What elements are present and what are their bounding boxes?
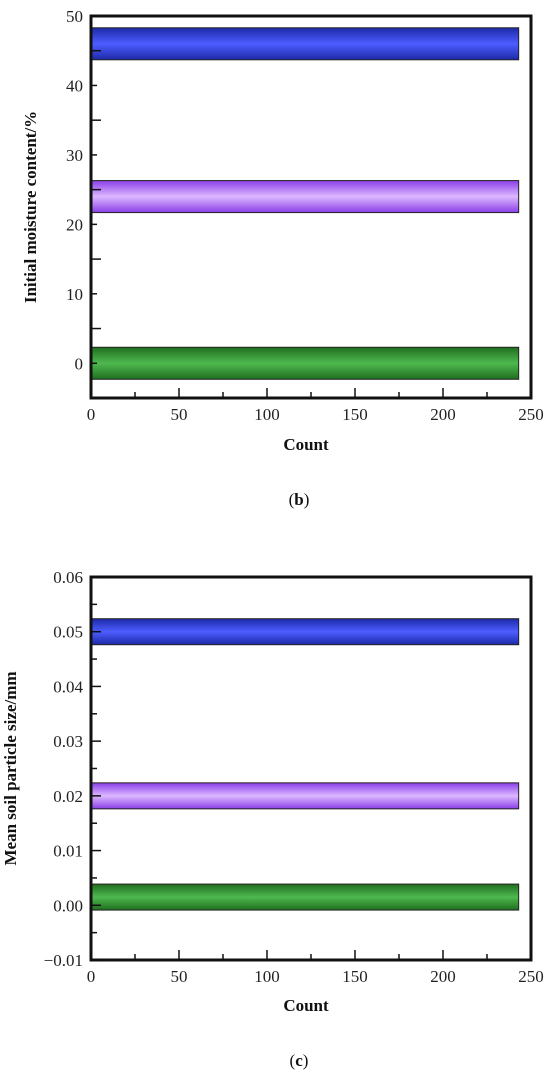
x-tick-label: 150 [342, 967, 368, 986]
x-tick-label: 100 [254, 405, 280, 424]
y-tick-label: 0.06 [53, 568, 83, 587]
y-axis-title: Mean soil particle size/mm [1, 671, 20, 865]
y-tick-label: 0.05 [53, 623, 83, 642]
bar-b-2 [90, 27, 520, 61]
y-axis-title: Initial moisture content/% [21, 111, 40, 303]
y-tick-label: 40 [66, 76, 83, 95]
x-tick-label: 250 [518, 405, 544, 424]
bar-c-2 [90, 618, 520, 646]
y-tick-label: 30 [66, 146, 83, 165]
y-tick-label: 0.02 [53, 787, 83, 806]
x-tick-label: 150 [342, 405, 368, 424]
bar-c-0 [90, 883, 520, 911]
y-tick-label: 0.00 [53, 896, 83, 915]
y-tick-label: 0 [75, 354, 84, 373]
y-tick-label: 50 [66, 7, 83, 26]
x-tick-label: 200 [430, 405, 456, 424]
x-tick-label: 100 [254, 967, 280, 986]
y-tick-label: −0.01 [44, 951, 83, 970]
x-axis-title: Count [283, 996, 329, 1015]
panel-label: (b) [289, 490, 310, 509]
y-tick-label: 0.03 [53, 732, 83, 751]
x-tick-label: 50 [171, 405, 188, 424]
y-tick-label: 20 [66, 215, 83, 234]
chart-panel-c: 0 50 100 150 200 250 −0.01 0.00 0.01 0.02 0.03 0.04… [1, 568, 544, 1070]
y-tick-label: 0.01 [53, 842, 83, 861]
x-tick-label: 50 [171, 967, 188, 986]
x-axis-title: Count [283, 435, 329, 454]
y-tick-label: 0.04 [53, 677, 83, 696]
panel-label: (c) [290, 1051, 309, 1070]
x-tick-label: 0 [87, 967, 96, 986]
bar-b-0 [90, 346, 520, 380]
y-tick-label: 10 [66, 285, 83, 304]
x-tick-label: 250 [518, 967, 544, 986]
x-tick-label: 0 [87, 405, 96, 424]
bar-c-1 [90, 782, 520, 810]
chart-panel-b: 0 50 100 150 200 250 0 10 20 30 40 50 Count Initial m… [21, 7, 544, 509]
bar-b-1 [90, 180, 520, 214]
x-tick-label: 200 [430, 967, 456, 986]
